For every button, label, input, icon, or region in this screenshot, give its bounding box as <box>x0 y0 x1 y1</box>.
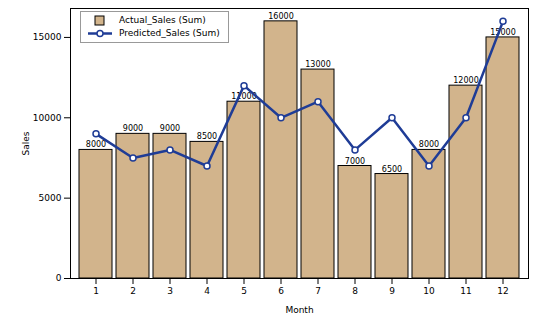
svg-text:11000: 11000 <box>231 92 257 102</box>
svg-text:6500: 6500 <box>382 165 402 174</box>
svg-text:16000: 16000 <box>268 12 293 21</box>
svg-text:13000: 13000 <box>305 60 330 69</box>
svg-text:4: 4 <box>204 286 210 296</box>
svg-text:9000: 9000 <box>160 124 180 133</box>
svg-text:0: 0 <box>56 273 62 283</box>
svg-text:7000: 7000 <box>345 157 365 166</box>
svg-text:8500: 8500 <box>197 132 217 141</box>
svg-text:6: 6 <box>278 286 284 296</box>
html-text:Actual_Sales (Sum): Actual_Sales (Sum) <box>119 15 206 25</box>
svg-text:15000: 15000 <box>490 28 515 37</box>
svg-text:3: 3 <box>167 286 173 296</box>
svg-text:5: 5 <box>241 286 247 296</box>
svg-text:Month: Month <box>285 305 313 315</box>
svg-text:9: 9 <box>389 286 395 296</box>
svg-text:12000: 12000 <box>453 76 478 85</box>
html-text:Predicted_Sales (Sum): Predicted_Sales (Sum) <box>119 28 220 38</box>
svg-text:5000: 5000 <box>39 193 62 203</box>
svg-text:11: 11 <box>460 286 471 296</box>
svg-text:12: 12 <box>497 286 508 296</box>
svg-text:10: 10 <box>423 286 435 296</box>
svg-text:2: 2 <box>130 286 136 296</box>
svg-text:1: 1 <box>93 286 99 296</box>
svg-text:7: 7 <box>315 286 321 296</box>
svg-text:8: 8 <box>352 286 358 296</box>
svg-text:15000: 15000 <box>33 32 62 42</box>
svg-text:9000: 9000 <box>123 124 143 133</box>
svg-text:10000: 10000 <box>33 113 62 123</box>
svg-text:8000: 8000 <box>86 140 106 149</box>
svg-text:Sales: Sales <box>21 131 31 155</box>
svg-text:8000: 8000 <box>419 140 439 149</box>
